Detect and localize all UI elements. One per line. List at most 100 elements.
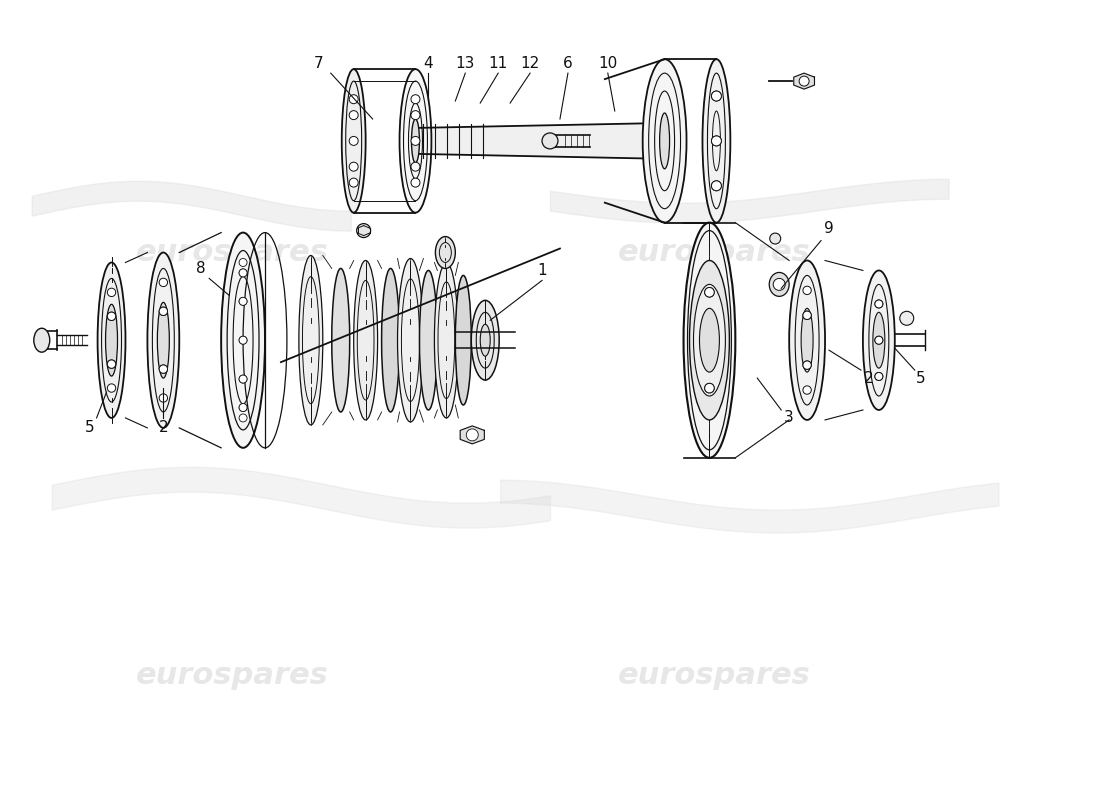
Circle shape [160,278,167,286]
Polygon shape [416,123,664,159]
Circle shape [108,312,115,321]
Circle shape [356,224,371,238]
Ellipse shape [411,119,419,163]
Text: 5: 5 [85,421,95,435]
Circle shape [239,336,248,344]
Circle shape [108,360,115,368]
Circle shape [239,375,248,383]
Circle shape [411,94,420,104]
Circle shape [349,110,359,120]
Ellipse shape [481,324,491,356]
Ellipse shape [873,312,884,368]
Circle shape [900,311,914,326]
Ellipse shape [789,261,825,420]
Text: 7: 7 [314,56,323,70]
Circle shape [239,269,248,277]
Text: 12: 12 [520,56,540,70]
Circle shape [712,91,722,101]
Circle shape [160,365,167,374]
Circle shape [803,361,812,370]
Text: 4: 4 [424,56,433,70]
Circle shape [874,300,883,308]
Circle shape [239,375,248,383]
Circle shape [411,162,420,171]
Ellipse shape [703,59,730,222]
Ellipse shape [419,270,438,410]
Circle shape [466,429,478,441]
Circle shape [411,110,420,120]
Circle shape [349,137,359,146]
Ellipse shape [382,269,399,412]
Circle shape [160,307,167,315]
Circle shape [239,403,248,411]
Ellipse shape [471,300,499,380]
Ellipse shape [397,258,424,422]
Circle shape [874,336,883,344]
Circle shape [874,373,883,381]
Circle shape [874,336,883,344]
Circle shape [108,312,115,321]
Circle shape [542,133,558,149]
Circle shape [349,162,359,171]
Ellipse shape [862,270,894,410]
Ellipse shape [332,269,350,412]
Text: eurospares: eurospares [135,661,329,690]
Text: eurospares: eurospares [135,238,329,267]
Circle shape [239,403,248,411]
Circle shape [239,269,248,277]
Circle shape [160,365,167,374]
Text: 2: 2 [158,421,168,435]
Ellipse shape [700,308,719,372]
Circle shape [803,361,812,370]
Ellipse shape [342,69,365,213]
Circle shape [803,311,812,319]
Text: 11: 11 [488,56,508,70]
Circle shape [803,386,812,394]
Text: 10: 10 [598,56,617,70]
Text: eurospares: eurospares [618,238,811,267]
Circle shape [411,137,420,146]
Ellipse shape [399,69,431,213]
Circle shape [108,384,115,392]
Ellipse shape [455,275,471,405]
Ellipse shape [221,233,265,448]
Text: 1: 1 [537,263,547,278]
Circle shape [874,300,883,308]
Circle shape [803,286,812,294]
Circle shape [712,181,722,190]
Circle shape [160,394,167,402]
Circle shape [705,383,714,393]
Circle shape [239,298,248,306]
Circle shape [712,91,722,101]
Ellipse shape [299,255,322,425]
Text: 3: 3 [784,410,794,426]
Ellipse shape [690,261,729,420]
Circle shape [239,414,248,422]
Circle shape [770,233,781,244]
Text: 9: 9 [824,221,834,236]
Ellipse shape [106,304,118,376]
Circle shape [411,178,420,187]
Circle shape [712,181,722,190]
Ellipse shape [34,328,50,352]
Circle shape [108,288,115,297]
Ellipse shape [98,262,125,418]
Text: eurospares: eurospares [618,661,811,690]
Ellipse shape [434,262,459,418]
Circle shape [773,278,785,290]
Circle shape [712,136,722,146]
Ellipse shape [769,273,789,296]
Ellipse shape [693,285,725,396]
Ellipse shape [147,253,179,428]
Circle shape [874,373,883,381]
Ellipse shape [436,237,455,269]
Text: 6: 6 [563,56,573,70]
Ellipse shape [660,113,670,169]
Ellipse shape [801,308,813,372]
Circle shape [160,307,167,315]
Circle shape [239,258,248,266]
Text: 8: 8 [197,261,206,276]
Circle shape [803,311,812,319]
Text: 13: 13 [455,56,475,70]
Circle shape [239,298,248,306]
